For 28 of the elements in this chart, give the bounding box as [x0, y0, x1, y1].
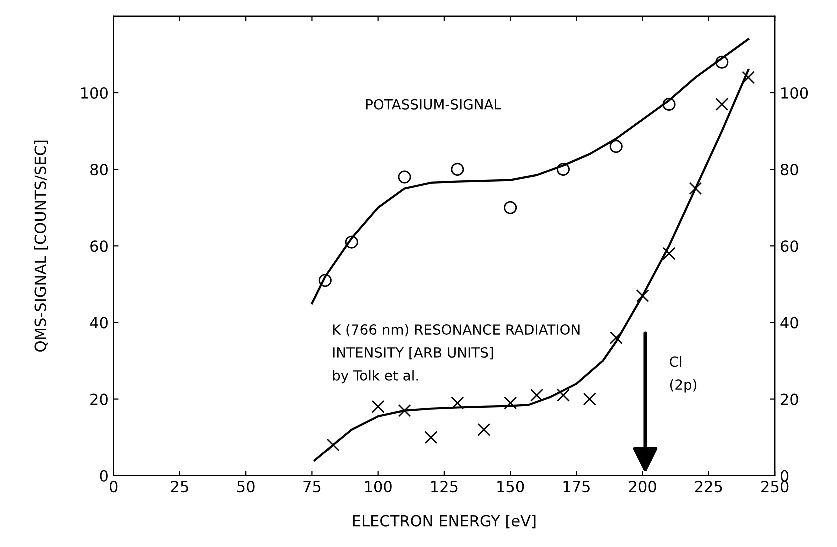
x-tick-label: 0 [110, 481, 118, 493]
x-tick-label: 150 [498, 481, 524, 493]
y2-tick-label: 0 [780, 470, 789, 482]
x-tick-label: 50 [238, 481, 255, 493]
y-tick-label: 80 [90, 164, 108, 176]
y-tick-label: 0 [100, 470, 108, 482]
y2-tick-label: 60 [780, 240, 798, 252]
annotation: POTASSIUM-SIGNAL [366, 99, 502, 110]
x-tick-label: 100 [365, 481, 392, 493]
x-axis-title: ELECTRON ENERGY [eV] [353, 514, 536, 529]
x-tick-label: 75 [304, 481, 321, 493]
y2-tick-label: 40 [780, 317, 798, 329]
x-tick-label: 25 [171, 481, 188, 493]
y2-tick-label: 20 [781, 394, 798, 406]
y2-tick-label: 100 [782, 87, 808, 100]
x-tick-label: 125 [432, 481, 458, 493]
y2-tick-label: 80 [780, 164, 798, 176]
y-axis-title: QMS-SIGNAL [COUNTS/SEC] [34, 140, 48, 352]
x-tick-label: 200 [629, 481, 656, 493]
annotation: K (766 nm) RESONANCE RADIATION INTENSITY [ARB UNITS] by Tolk et al. [333, 324, 580, 384]
y-tick-label: 60 [90, 240, 108, 252]
y-tick-label: 100 [81, 87, 108, 100]
annotation: Cl (2p) [670, 356, 697, 393]
x-tick-label: 250 [762, 481, 789, 493]
y-tick-label: 20 [90, 394, 108, 406]
y-tick-label: 40 [90, 317, 108, 329]
x-tick-label: 175 [564, 481, 590, 493]
x-tick-label: 225 [695, 481, 722, 493]
